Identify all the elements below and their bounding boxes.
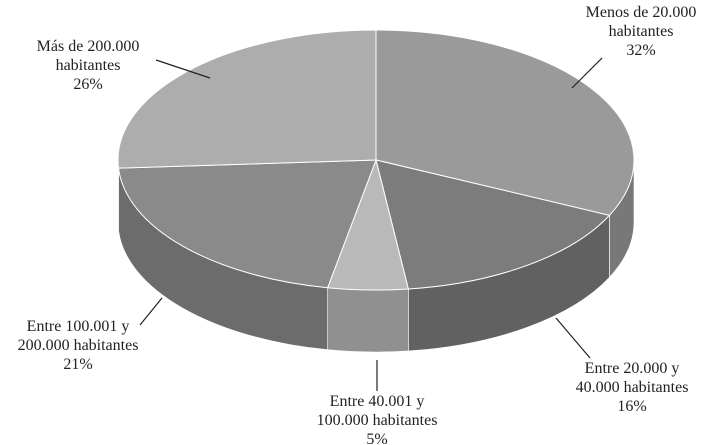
slice-label-3: Entre 100.001 y 200.000 habitantes 21% bbox=[18, 318, 139, 373]
slice-labels: Menos de 20.000 habitantes 32% Entre 20.000… bbox=[18, 4, 697, 445]
slice-label-1-line-2: 16% bbox=[617, 398, 646, 415]
slice-label-4-line-2: 26% bbox=[73, 76, 102, 93]
pie-slice-1 bbox=[375, 159, 611, 290]
slice-label-2-line-2: 5% bbox=[366, 431, 387, 445]
leader-line-0 bbox=[571, 57, 603, 89]
slice-label-1: Entre 20.000 y 40.000 habitantes 16% bbox=[576, 360, 689, 415]
leader-lines bbox=[139, 57, 603, 391]
slice-label-3-line-0: Entre 100.001 y bbox=[27, 318, 130, 335]
pie-sides bbox=[117, 159, 635, 353]
slice-label-3-line-1: 200.000 habitantes bbox=[18, 337, 139, 354]
pie-tops bbox=[117, 29, 635, 291]
slice-label-2: Entre 40.001 y 100.000 habitantes 5% bbox=[317, 393, 438, 445]
pie-slice-3 bbox=[117, 159, 377, 289]
pie-slice-4 bbox=[117, 29, 377, 169]
slice-label-1-line-1: 40.000 habitantes bbox=[576, 379, 689, 396]
leader-line-4 bbox=[155, 59, 211, 79]
slice-label-0-line-1: habitantes bbox=[609, 23, 674, 40]
leader-line-1 bbox=[555, 317, 591, 359]
slice-label-4: Más de 200.000 habitantes 26% bbox=[37, 38, 140, 93]
slice-label-4-line-1: habitantes bbox=[56, 57, 121, 74]
pie-slice-0 bbox=[375, 29, 635, 216]
slice-label-0-line-2: 32% bbox=[626, 42, 655, 59]
slice-label-3-line-2: 21% bbox=[63, 356, 92, 373]
slice-label-2-line-0: Entre 40.001 y bbox=[330, 393, 425, 410]
slice-label-2-line-1: 100.000 habitantes bbox=[317, 412, 438, 429]
slice-label-0-line-0: Menos de 20.000 bbox=[586, 4, 697, 21]
slice-label-1-line-0: Entre 20.000 y bbox=[585, 360, 680, 377]
slice-label-4-line-0: Más de 200.000 bbox=[37, 38, 140, 55]
pie-slice-side-2 bbox=[327, 287, 409, 353]
leader-line-3 bbox=[139, 297, 163, 326]
slice-label-0: Menos de 20.000 habitantes 32% bbox=[586, 4, 697, 59]
